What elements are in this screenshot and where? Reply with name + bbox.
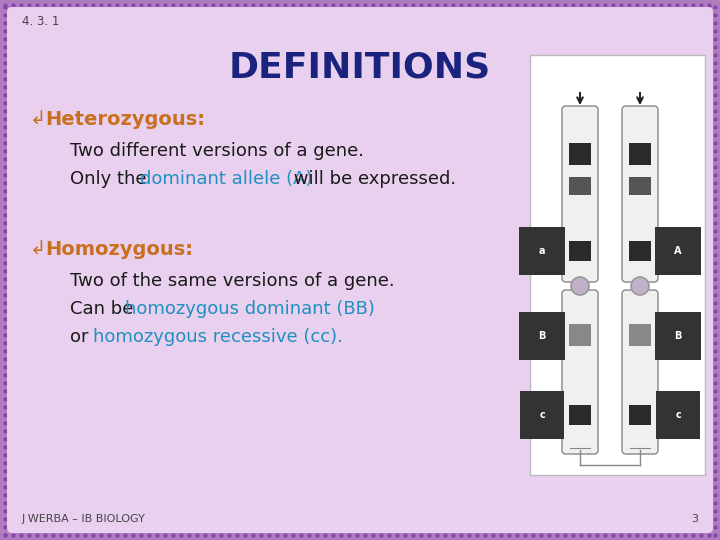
Text: B: B — [675, 331, 682, 341]
Text: J WERBA – IB BIOLOGY: J WERBA – IB BIOLOGY — [22, 514, 146, 524]
Circle shape — [631, 277, 649, 295]
Text: B: B — [539, 331, 546, 341]
Text: Homozygous:: Homozygous: — [45, 240, 194, 259]
FancyBboxPatch shape — [562, 290, 598, 454]
Bar — [569, 405, 591, 425]
FancyBboxPatch shape — [562, 106, 598, 282]
Bar — [629, 143, 651, 165]
Text: Two different versions of a gene.: Two different versions of a gene. — [70, 142, 364, 160]
Bar — [629, 324, 651, 346]
Text: Two of the same versions of a gene.: Two of the same versions of a gene. — [70, 272, 395, 290]
FancyBboxPatch shape — [530, 55, 705, 475]
Bar — [629, 405, 651, 425]
Text: ↲: ↲ — [30, 240, 46, 259]
Text: 4. 3. 1: 4. 3. 1 — [22, 15, 59, 28]
Bar — [629, 241, 651, 261]
Bar — [569, 324, 591, 346]
Text: 3: 3 — [691, 514, 698, 524]
Text: A: A — [674, 246, 682, 256]
FancyBboxPatch shape — [7, 7, 713, 533]
Text: will be expressed.: will be expressed. — [289, 170, 456, 188]
Text: ↲: ↲ — [30, 110, 46, 129]
FancyBboxPatch shape — [622, 290, 658, 454]
Text: dominant allele (A): dominant allele (A) — [140, 170, 312, 188]
FancyBboxPatch shape — [622, 106, 658, 282]
Bar — [569, 143, 591, 165]
Bar — [569, 177, 591, 195]
Text: Can be: Can be — [70, 300, 139, 318]
Text: Heterozygous:: Heterozygous: — [45, 110, 205, 129]
Text: DEFINITIONS: DEFINITIONS — [229, 50, 491, 84]
Bar — [629, 177, 651, 195]
Text: or: or — [70, 328, 94, 346]
Text: a: a — [539, 246, 545, 256]
Circle shape — [571, 277, 589, 295]
Text: homozygous dominant (BB): homozygous dominant (BB) — [125, 300, 374, 318]
Bar — [569, 241, 591, 261]
Text: Only the: Only the — [70, 170, 152, 188]
Text: c: c — [539, 410, 545, 420]
Text: homozygous recessive (cc).: homozygous recessive (cc). — [94, 328, 343, 346]
Text: c: c — [675, 410, 681, 420]
